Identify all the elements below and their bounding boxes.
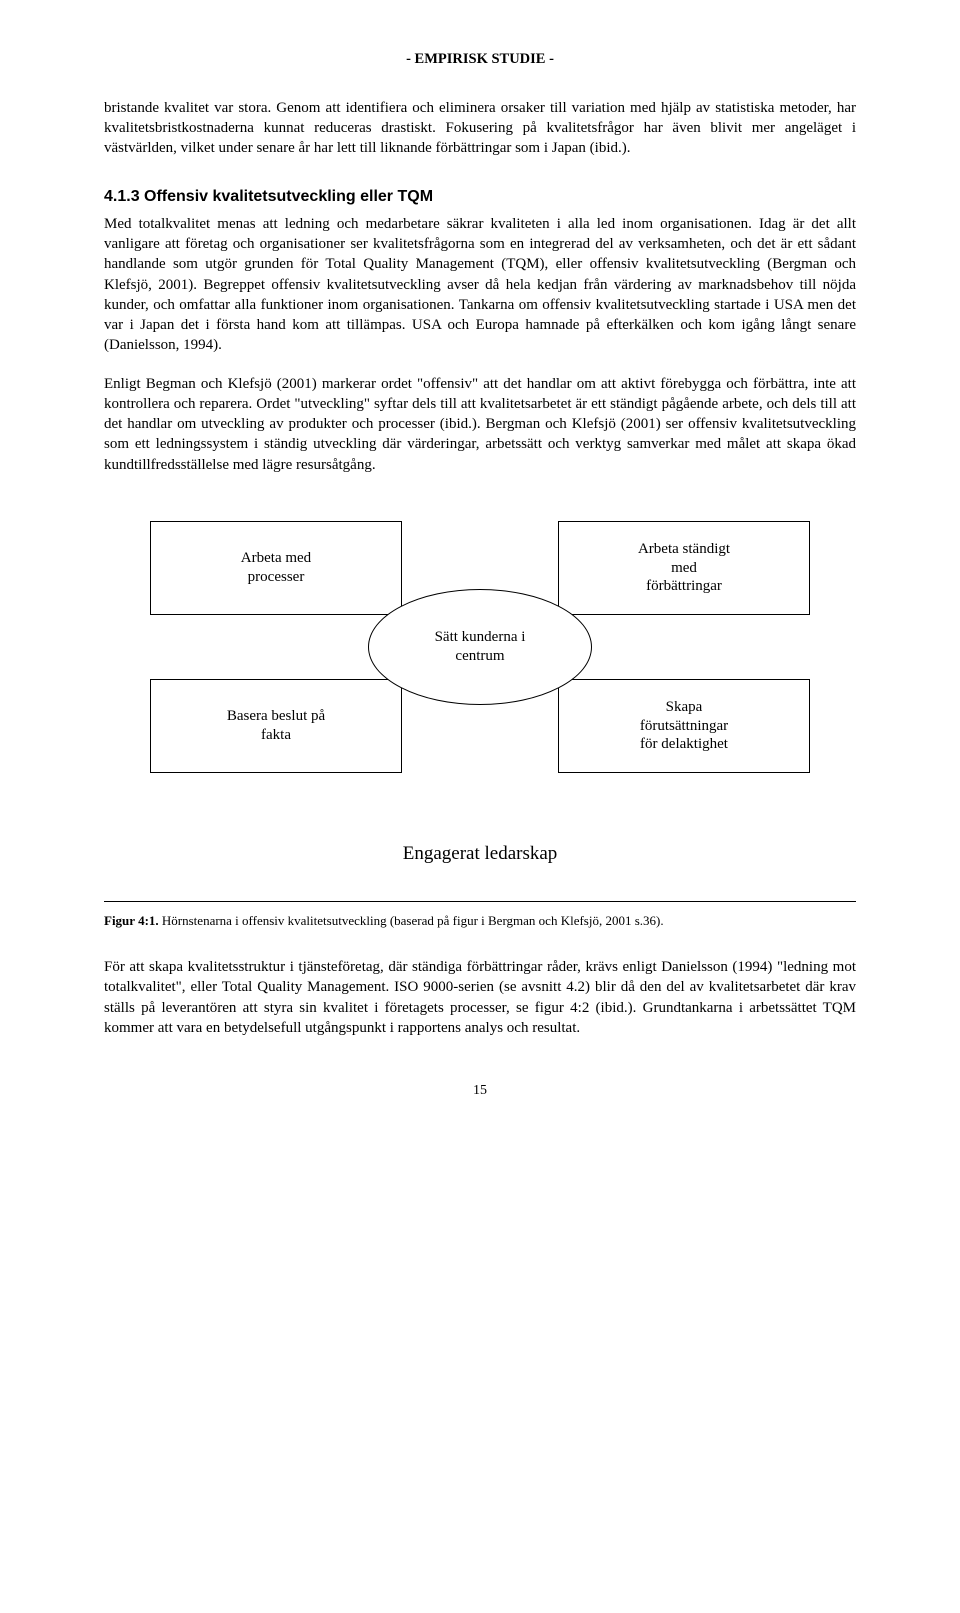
caption-rule <box>104 901 856 902</box>
page-header: - EMPIRISK STUDIE - <box>104 50 856 70</box>
diagram-leadership-label: Engagerat ledarskap <box>104 841 856 867</box>
paragraph-2: Med totalkvalitet menas att ledning och … <box>104 214 856 356</box>
figure-caption-label: Figur 4:1. <box>104 913 159 928</box>
cornerstones-diagram: Arbeta medprocesser Arbeta ständigtmedfö… <box>150 511 810 831</box>
paragraph-3: Enligt Begman och Klefsjö (2001) markera… <box>104 374 856 475</box>
section-heading: 4.1.3 Offensiv kvalitetsutveckling eller… <box>104 186 856 208</box>
diagram-box-forbattringar: Arbeta ständigtmedförbättringar <box>558 521 810 615</box>
page-number: 15 <box>104 1082 856 1101</box>
diagram-box-processer: Arbeta medprocesser <box>150 521 402 615</box>
paragraph-intro: bristande kvalitet var stora. Genom att … <box>104 98 856 159</box>
diagram-box-fakta: Basera beslut påfakta <box>150 679 402 773</box>
paragraph-4: För att skapa kvalitetsstruktur i tjänst… <box>104 957 856 1038</box>
figure-caption-text: Hörnstenarna i offensiv kvalitetsutveckl… <box>159 913 664 928</box>
figure-caption: Figur 4:1. Hörnstenarna i offensiv kvali… <box>104 912 856 930</box>
diagram-ellipse-centrum: Sätt kunderna icentrum <box>368 589 592 705</box>
diagram-box-delaktighet: Skapaförutsättningarför delaktighet <box>558 679 810 773</box>
